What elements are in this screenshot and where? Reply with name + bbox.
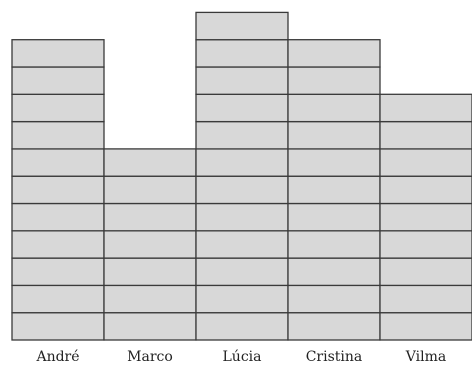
bar-unit-block	[287, 66, 381, 95]
bar-unit-block	[379, 312, 472, 341]
bar-unit-block	[195, 230, 289, 259]
bar-unit-block	[287, 202, 381, 232]
bar-unit-block	[379, 284, 472, 314]
bar-unit-block	[287, 93, 381, 123]
bar-unit-block	[287, 230, 381, 259]
x-tick-label: Marco	[127, 349, 173, 365]
bar-unit-block	[11, 120, 105, 150]
bar-unit-block	[287, 175, 381, 205]
bar-unit-block	[287, 312, 381, 341]
x-tick-label: Cristina	[306, 349, 363, 365]
bars-group	[11, 11, 472, 341]
bar-2	[195, 11, 289, 341]
bar-unit-block	[11, 148, 105, 177]
bar-unit-block	[287, 284, 381, 314]
x-tick-label: Vilma	[405, 349, 446, 365]
bar-unit-block	[195, 93, 289, 123]
bar-unit-block	[287, 257, 381, 287]
bar-unit-block	[103, 230, 197, 259]
bar-unit-block	[379, 257, 472, 287]
bar-1	[103, 148, 197, 341]
bar-unit-block	[379, 175, 472, 205]
bar-unit-block	[103, 148, 197, 177]
bar-unit-block	[287, 120, 381, 150]
bar-unit-block	[379, 120, 472, 150]
bar-unit-block	[195, 11, 289, 41]
bar-unit-block	[11, 93, 105, 123]
bar-unit-block	[11, 230, 105, 259]
bar-unit-block	[379, 93, 472, 123]
bar-unit-block	[11, 175, 105, 205]
bar-unit-block	[11, 39, 105, 68]
x-tick-label: Lúcia	[223, 349, 262, 365]
bar-unit-block	[195, 39, 289, 68]
x-tick-label: André	[35, 349, 79, 365]
bar-unit-block	[103, 202, 197, 232]
bar-unit-block	[195, 120, 289, 150]
bar-unit-block	[195, 148, 289, 177]
category-labels-group: André Marco Lúcia Cristina Vilma	[35, 349, 446, 365]
bar-unit-block	[103, 257, 197, 287]
bar-unit-block	[195, 312, 289, 341]
bar-unit-block	[379, 148, 472, 177]
bar-unit-block	[11, 312, 105, 341]
bar-unit-block	[11, 257, 105, 287]
bar-4	[379, 93, 472, 341]
bar-unit-block	[11, 66, 105, 95]
bar-unit-block	[195, 257, 289, 287]
bar-unit-block	[379, 202, 472, 232]
bar-unit-block	[195, 284, 289, 314]
bar-unit-block	[287, 39, 381, 68]
bar-unit-block	[195, 202, 289, 232]
bar-unit-block	[11, 202, 105, 232]
bar-unit-block	[379, 230, 472, 259]
bar-0	[11, 39, 105, 341]
bar-unit-block	[103, 175, 197, 205]
bar-unit-block	[195, 66, 289, 95]
bar-3	[287, 39, 381, 341]
bar-unit-block	[103, 312, 197, 341]
bar-unit-block	[103, 284, 197, 314]
bar-unit-block	[11, 284, 105, 314]
bar-unit-block	[195, 175, 289, 205]
bar-unit-block	[287, 148, 381, 177]
